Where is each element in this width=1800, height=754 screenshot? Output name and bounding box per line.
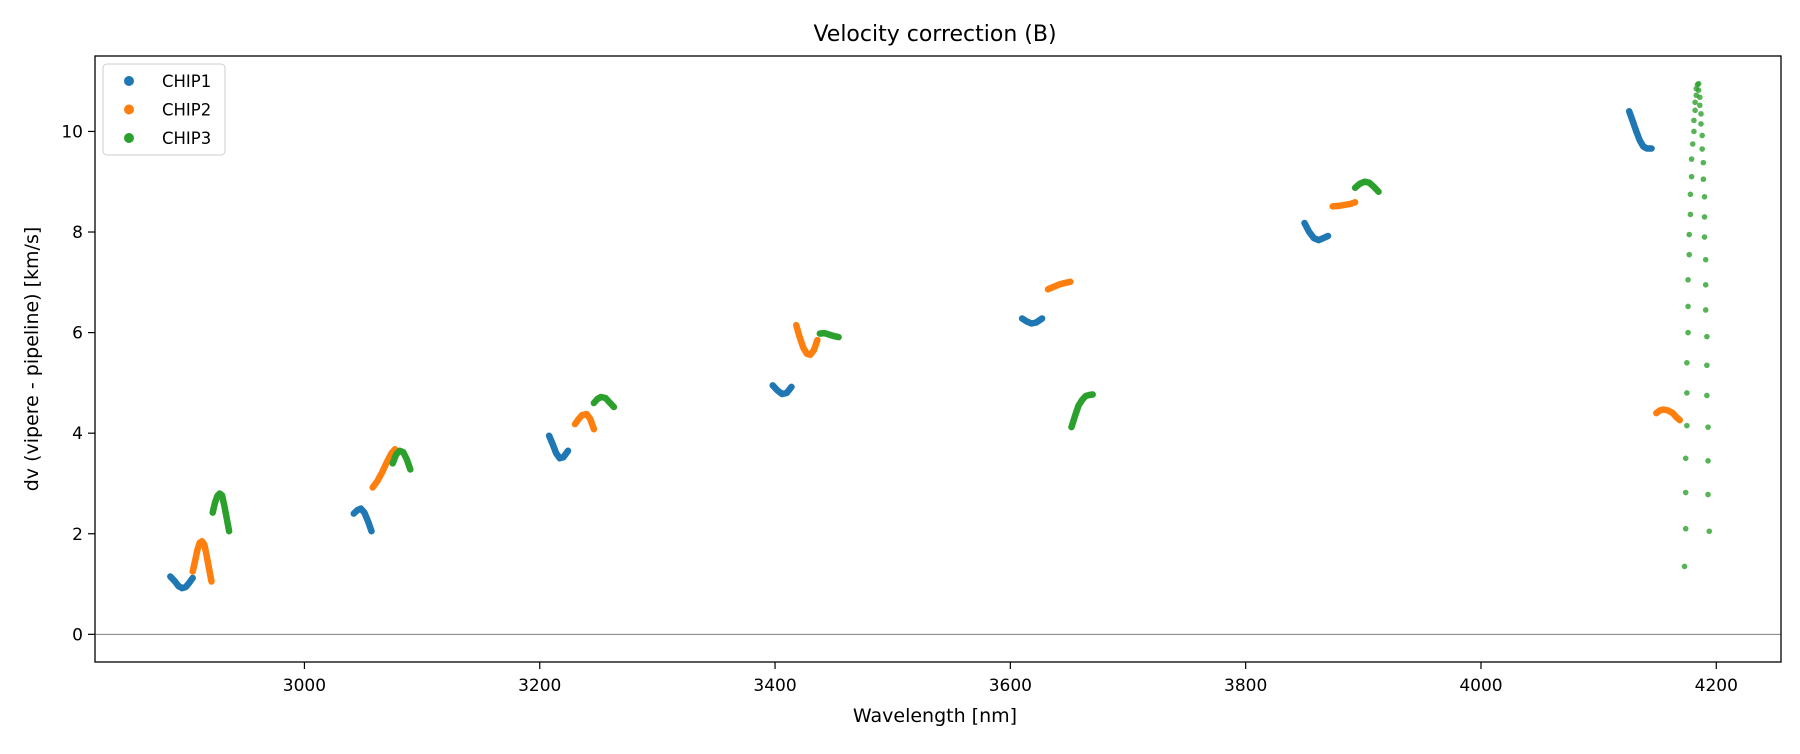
data-point bbox=[1695, 80, 1702, 87]
plot-frame bbox=[94, 55, 1782, 663]
x-tick-label: 3600 bbox=[989, 676, 1032, 696]
data-point bbox=[1689, 141, 1696, 147]
series-segment bbox=[571, 410, 598, 433]
data-point bbox=[1684, 359, 1690, 366]
y-tick-label: 10 bbox=[61, 122, 83, 142]
series-segment bbox=[1653, 406, 1684, 424]
y-tick-label: 4 bbox=[72, 424, 83, 444]
data-point bbox=[1702, 307, 1709, 313]
data-point bbox=[1706, 528, 1713, 535]
data-point bbox=[1686, 231, 1693, 238]
legend-label: CHIP1 bbox=[162, 72, 211, 91]
scatter-chip3 bbox=[1681, 80, 1713, 570]
chart-title: Velocity correction (B) bbox=[813, 22, 1056, 47]
series-segment bbox=[792, 321, 821, 358]
legend-marker bbox=[124, 76, 134, 86]
y-tick-label: 8 bbox=[72, 223, 83, 243]
y-tick-label: 6 bbox=[72, 324, 83, 344]
data-point bbox=[1704, 392, 1710, 399]
data-point bbox=[1704, 362, 1710, 369]
data-point bbox=[1699, 146, 1705, 152]
data-point bbox=[1682, 525, 1689, 532]
data-point bbox=[1697, 94, 1703, 101]
x-tick-label: 3200 bbox=[518, 676, 561, 696]
data-point bbox=[1686, 251, 1693, 258]
y-tick-label: 0 bbox=[72, 625, 83, 645]
data-point bbox=[1699, 132, 1705, 139]
x-tick-label: 3400 bbox=[753, 676, 796, 696]
legend-label: CHIP2 bbox=[162, 101, 211, 120]
legend-marker bbox=[124, 104, 134, 115]
series-segment bbox=[1044, 278, 1074, 293]
data-point bbox=[1702, 256, 1709, 263]
data-point bbox=[1697, 102, 1703, 109]
data-point bbox=[1700, 176, 1707, 183]
data-point bbox=[1702, 282, 1709, 288]
series-segment bbox=[816, 329, 842, 341]
y-axis: 0 2 4 6 8 10 bbox=[61, 122, 95, 645]
x-tick-label: 3000 bbox=[283, 676, 326, 696]
series-segment bbox=[167, 573, 196, 592]
data-point bbox=[1701, 194, 1708, 200]
x-axis: 3000 3200 3400 3600 3800 4000 4200 bbox=[283, 662, 1738, 696]
x-axis-label: Wavelength [nm] bbox=[853, 705, 1017, 727]
legend-box bbox=[102, 63, 226, 156]
data-point bbox=[1698, 111, 1704, 117]
series-segment bbox=[1301, 219, 1332, 244]
data-point bbox=[1705, 491, 1711, 498]
data-point bbox=[1701, 234, 1708, 240]
y-tick-label: 2 bbox=[72, 525, 83, 545]
data-point bbox=[1691, 117, 1697, 124]
series-chip2 bbox=[189, 199, 1684, 585]
series-segment bbox=[389, 447, 414, 473]
data-point bbox=[1698, 121, 1704, 127]
plot-area bbox=[95, 80, 1781, 635]
data-point bbox=[1681, 563, 1688, 570]
series-segment bbox=[545, 432, 572, 462]
series-segment bbox=[1625, 108, 1655, 152]
data-point bbox=[1701, 214, 1708, 220]
data-point bbox=[1682, 489, 1689, 496]
series-segment bbox=[189, 538, 215, 585]
series-chip3 bbox=[209, 178, 1382, 535]
data-point bbox=[1705, 458, 1711, 464]
data-point bbox=[1682, 455, 1689, 462]
data-point bbox=[1692, 99, 1698, 106]
legend: CHIP1 CHIP2 CHIP3 bbox=[102, 63, 226, 156]
series-segment bbox=[590, 393, 618, 411]
data-point bbox=[1688, 173, 1695, 180]
series-segment bbox=[1068, 391, 1096, 431]
data-point bbox=[1687, 191, 1694, 198]
data-point bbox=[1695, 87, 1702, 93]
series-chip1 bbox=[167, 108, 1655, 592]
data-point bbox=[1684, 422, 1690, 429]
series-segment bbox=[209, 490, 233, 535]
data-point bbox=[1688, 156, 1695, 162]
data-point bbox=[1687, 211, 1694, 218]
data-point bbox=[1705, 424, 1711, 430]
data-point bbox=[1685, 276, 1691, 283]
legend-label: CHIP3 bbox=[162, 129, 211, 148]
series-segment bbox=[1351, 178, 1382, 196]
series-segment bbox=[369, 446, 399, 491]
data-point bbox=[1691, 128, 1697, 135]
data-point bbox=[1685, 303, 1691, 310]
y-axis-label: dv (vipere - pipeline) [km/s] bbox=[21, 227, 43, 492]
x-tick-label: 4000 bbox=[1459, 676, 1502, 696]
data-point bbox=[1704, 333, 1710, 340]
series-segment bbox=[1018, 315, 1046, 327]
data-point bbox=[1700, 159, 1707, 166]
legend-marker bbox=[124, 133, 134, 143]
series-segment bbox=[769, 382, 795, 398]
data-point bbox=[1684, 390, 1690, 396]
data-point bbox=[1685, 329, 1691, 336]
series-segment bbox=[1329, 199, 1359, 210]
series-segment bbox=[350, 505, 375, 535]
x-tick-label: 4200 bbox=[1695, 676, 1738, 696]
x-tick-label: 3800 bbox=[1224, 676, 1267, 696]
data-point bbox=[1692, 107, 1698, 114]
